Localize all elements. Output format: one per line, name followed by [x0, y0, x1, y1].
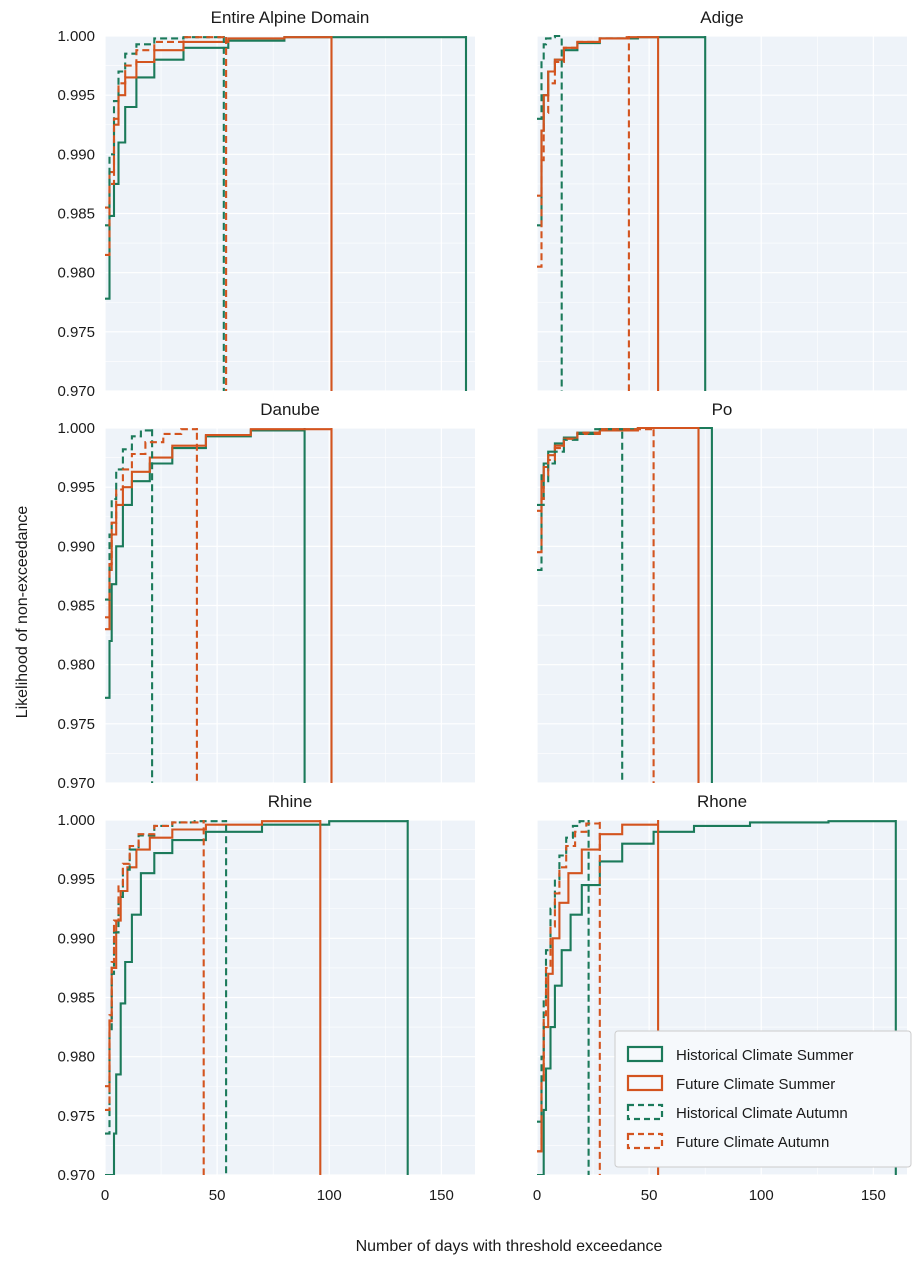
series-future-climate-autumn — [105, 428, 198, 783]
legend-frame — [614, 1030, 912, 1168]
x-tick-label: 50 — [209, 1187, 226, 1204]
legend-label-historical-autumn: Historical Climate Autumn — [676, 1105, 848, 1122]
x-tick-label: 0 — [101, 1187, 109, 1204]
panels: Entire Alpine Domain 0.970 0.975 0.980 0.985… — [57, 8, 907, 1204]
y-tick-label: 0.990 — [57, 146, 95, 163]
y-tick-label: 0.995 — [57, 871, 95, 888]
legend-entry-future-summer: Future Climate Summer — [626, 1074, 835, 1093]
y-tick-label: 1.000 — [57, 420, 95, 437]
legend-label-historical-summer: Historical Climate Summer — [676, 1047, 854, 1064]
y-tick-label: 0.970 — [57, 1167, 95, 1184]
legend-swatch-historical-summer — [626, 1045, 664, 1063]
panel-title: Danube — [260, 400, 320, 419]
series-future-climate-autumn — [537, 428, 655, 783]
x-tick-label: 150 — [861, 1187, 886, 1204]
x-tick-label: 100 — [749, 1187, 774, 1204]
series-group — [105, 820, 409, 1175]
y-tick-label: 0.990 — [57, 538, 95, 555]
y-tick-label: 0.980 — [57, 657, 95, 674]
legend-label-future-autumn: Future Climate Autumn — [676, 1134, 829, 1151]
panel-title: Po — [712, 400, 733, 419]
y-tick-label: 1.000 — [57, 812, 95, 829]
legend-entry-future-autumn: Future Climate Autumn — [626, 1132, 829, 1151]
y-axis-label: Likelihood of non-exceedance — [14, 506, 31, 719]
series-group — [537, 426, 713, 783]
x-tick-label: 100 — [317, 1187, 342, 1204]
legend-swatch-historical-autumn — [626, 1103, 664, 1121]
y-tick-label: 0.985 — [57, 206, 95, 223]
y-tick-label: 1.000 — [57, 28, 95, 45]
panel-adige: Adige — [536, 8, 907, 392]
series-future-climate-summer — [537, 426, 700, 783]
panel-title: Entire Alpine Domain — [211, 8, 370, 27]
panel-title: Rhone — [697, 792, 747, 811]
panel-po: Po — [536, 400, 907, 784]
y-tick-label: 0.985 — [57, 990, 95, 1007]
y-tick-label: 0.975 — [57, 716, 95, 733]
panel-title: Adige — [700, 8, 743, 27]
series-historical-climate-summer — [537, 426, 713, 783]
panel-rhine: Rhine 0.970 0.975 0.980 0.985 0.990 0.995 1.000… — [57, 792, 475, 1204]
panel-entire-alpine-domain: Entire Alpine Domain 0.970 0.975 0.980 0.985… — [57, 8, 475, 400]
series-future-climate-autumn — [105, 36, 228, 391]
series-historical-climate-summer — [105, 820, 409, 1175]
y-tick-label: 0.980 — [57, 1049, 95, 1066]
y-tick-label: 0.980 — [57, 265, 95, 282]
legend-label-future-summer: Future Climate Summer — [676, 1076, 835, 1093]
legend: Historical Climate Summer Future Climate… — [614, 1030, 912, 1168]
legend-swatch-future-summer — [626, 1074, 664, 1092]
series-group — [105, 428, 333, 783]
y-tick-label: 0.970 — [57, 383, 95, 400]
y-tick-label: 0.970 — [57, 775, 95, 792]
x-tick-label: 0 — [533, 1187, 541, 1204]
series-future-climate-summer — [105, 428, 333, 783]
x-axis-label: Number of days with threshold exceedance — [356, 1238, 663, 1255]
legend-entry-historical-summer: Historical Climate Summer — [626, 1045, 854, 1064]
panel-danube: Danube 0.970 0.975 0.980 0.985 0.990 0.995 1.00… — [57, 400, 475, 792]
series-group — [537, 34, 707, 391]
series-historical-climate-autumn — [537, 428, 624, 783]
x-tick-label: 50 — [641, 1187, 658, 1204]
series-group — [537, 820, 897, 1175]
y-tick-label: 0.990 — [57, 930, 95, 947]
y-tick-label: 0.975 — [57, 1108, 95, 1125]
y-tick-label: 0.995 — [57, 479, 95, 496]
series-future-climate-summer — [105, 820, 322, 1175]
legend-entry-historical-autumn: Historical Climate Autumn — [626, 1103, 848, 1122]
y-tick-label: 0.975 — [57, 324, 95, 341]
series-historical-climate-autumn — [537, 34, 563, 391]
x-tick-label: 150 — [429, 1187, 454, 1204]
panel-title: Rhine — [268, 792, 312, 811]
series-future-climate-autumn — [105, 820, 205, 1175]
series-future-climate-autumn — [537, 36, 630, 391]
y-tick-label: 0.985 — [57, 598, 95, 615]
legend-swatch-future-autumn — [626, 1132, 664, 1150]
series-historical-climate-autumn — [105, 36, 225, 391]
series-group — [105, 36, 468, 391]
series-historical-climate-summer — [537, 820, 897, 1175]
series-future-climate-autumn — [537, 820, 601, 1175]
y-tick-label: 0.995 — [57, 87, 95, 104]
